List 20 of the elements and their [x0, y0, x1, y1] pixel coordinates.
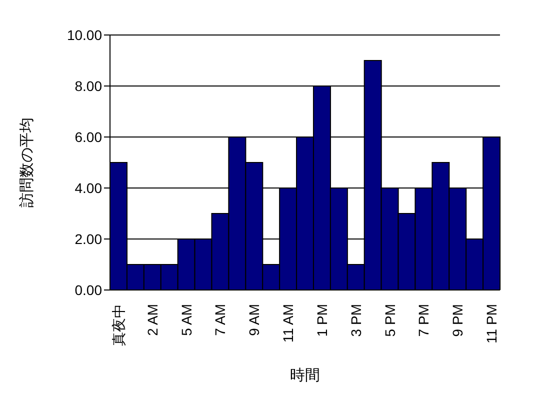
x-tick-label: 真夜中: [110, 304, 126, 346]
x-tick-label: 2 AM: [144, 304, 160, 336]
x-axis-title: 時間: [290, 367, 320, 384]
y-tick-label: 4.00: [74, 180, 102, 196]
y-tick-label: 2.00: [74, 230, 102, 247]
y-axis-title: 訪問数の平均: [18, 118, 36, 208]
x-tick-label: 9 AM: [246, 304, 262, 336]
x-tick-label: 9 PM: [450, 304, 466, 337]
y-tick-label: 6.00: [74, 128, 102, 145]
x-tick-label: 1 PM: [314, 304, 330, 337]
x-tick-label: 11 PM: [484, 304, 500, 344]
x-tick-label: 5 PM: [382, 304, 398, 337]
x-tick-label: 7 AM: [212, 304, 228, 336]
x-tick-label: 7 PM: [416, 304, 432, 337]
x-tick-label: 5 AM: [178, 304, 194, 336]
y-tick-label: 10.00: [66, 26, 102, 43]
y-tick-label: 0.00: [74, 282, 102, 298]
x-tick-label: 11 AM: [280, 304, 296, 343]
x-tick-label: 3 PM: [348, 304, 364, 337]
y-tick-label: 8.00: [74, 78, 102, 94]
